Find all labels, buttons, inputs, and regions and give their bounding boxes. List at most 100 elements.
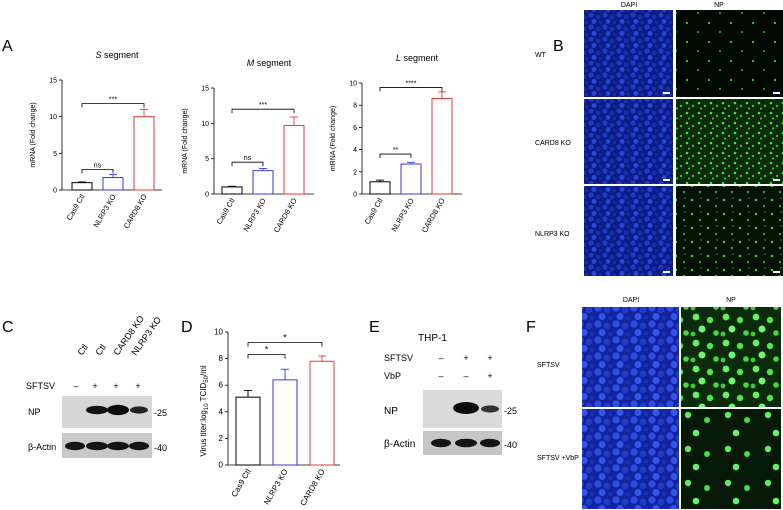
scale-bar bbox=[663, 92, 670, 94]
chart-title-italic: S bbox=[95, 50, 101, 60]
blot-band bbox=[455, 438, 477, 448]
y-tick-label: 5 bbox=[53, 151, 57, 158]
y-tick-label: 10 bbox=[49, 114, 57, 121]
panel-b-col-label-np: NP bbox=[714, 2, 724, 9]
treatment-sign: – bbox=[73, 381, 78, 391]
blot-band bbox=[431, 438, 451, 448]
significance-bracket bbox=[231, 108, 295, 114]
panel-letter-d: D bbox=[181, 319, 193, 336]
scale-bar bbox=[773, 271, 780, 273]
y-tick-label: 0 bbox=[353, 192, 357, 199]
panel-f-micrographs bbox=[582, 307, 781, 509]
y-tick-label: 15 bbox=[49, 78, 57, 85]
treatment-sign: – bbox=[438, 371, 443, 381]
chart-title: M segment bbox=[247, 58, 292, 68]
micrograph-nlrp3-np bbox=[676, 186, 783, 276]
blot-label-np: NP bbox=[28, 407, 41, 417]
x-tick-label: NLRP3 KO bbox=[91, 192, 117, 229]
panel-letter-b: B bbox=[553, 38, 564, 55]
y-axis-label: mRNA (Fold change) bbox=[182, 108, 189, 173]
blot-label-actin: β-Actin bbox=[28, 442, 56, 452]
significance-label: *** bbox=[109, 96, 117, 103]
significance-bracket bbox=[81, 103, 145, 108]
micrograph-card8-dapi bbox=[584, 99, 673, 184]
western-blot-np bbox=[423, 390, 502, 428]
y-tick-label: 10 bbox=[214, 328, 223, 337]
significance-bracket bbox=[247, 354, 286, 359]
panel-b-row-label-wt: WT bbox=[535, 52, 547, 59]
treatment-sign: + bbox=[463, 353, 468, 363]
chart-title-italic: M bbox=[247, 58, 255, 68]
significance-bracket bbox=[379, 153, 412, 159]
y-tick-label: 0 bbox=[219, 461, 224, 470]
panel-b-row-label-nlrp3: NLRP3 KO bbox=[535, 231, 570, 238]
bar-chart-2: 0 5 10 15 Cas9 Ctl NLRP3 KO CARD8 KO ns *** M seg… bbox=[182, 58, 314, 234]
marker-40kda: -40 bbox=[154, 443, 167, 453]
panel-e-title: THP-1 bbox=[418, 333, 447, 344]
x-tick-label: CARD8 KO bbox=[122, 192, 149, 230]
panel-f-col-label-np: NP bbox=[726, 297, 736, 304]
bar-chart-1: 0 5 10 15 Cas9 Ctl NLRP3 KO CARD8 KO ns *** S seg… bbox=[30, 50, 162, 230]
bar bbox=[369, 181, 391, 195]
y-tick-label: 10 bbox=[201, 121, 209, 128]
panel-letter-f: F bbox=[526, 319, 536, 336]
blot-label-actin: β-Actin bbox=[384, 439, 415, 450]
blot-band bbox=[65, 441, 85, 451]
micrograph-wt-np bbox=[676, 10, 783, 97]
y-tick-label: 8 bbox=[353, 103, 357, 110]
panel-letter-c: C bbox=[2, 319, 14, 336]
x-tick-label: CARD8 KO bbox=[420, 196, 447, 234]
micrograph-sftsv-dapi bbox=[582, 307, 679, 407]
blot-band bbox=[86, 441, 108, 451]
y-tick-label: 8 bbox=[219, 354, 224, 363]
chart-title: L segment bbox=[396, 53, 439, 63]
y-tick-label: 15 bbox=[201, 86, 209, 93]
lane-label: Ctl bbox=[75, 342, 90, 357]
significance-bracket bbox=[231, 161, 264, 167]
y-tick-label: 0 bbox=[53, 188, 57, 195]
significance-bracket bbox=[247, 342, 323, 347]
scale-bar bbox=[773, 179, 780, 181]
x-tick-label: Cas9 Ctl bbox=[230, 467, 253, 498]
bar bbox=[235, 396, 261, 466]
significance-label: * bbox=[265, 345, 269, 355]
treatment-sign: + bbox=[487, 371, 492, 381]
blot-band bbox=[86, 405, 108, 415]
micrograph-nlrp3-dapi bbox=[584, 186, 673, 276]
significance-label: ns bbox=[94, 162, 102, 169]
significance-bracket bbox=[379, 87, 443, 92]
blot-band bbox=[130, 406, 148, 414]
panel-f-col-label-dapi: DAPI bbox=[623, 297, 639, 304]
marker-25kda: -25 bbox=[154, 408, 167, 418]
chart-title-rest: segment bbox=[254, 58, 292, 68]
blot-band bbox=[480, 438, 500, 448]
scale-bar bbox=[773, 92, 780, 94]
western-blot-actin bbox=[62, 433, 152, 458]
x-tick-label: NLRP3 KO bbox=[262, 468, 290, 507]
micrograph-sftsv-vbp-np bbox=[681, 409, 781, 509]
y-tick-label: 2 bbox=[219, 434, 224, 443]
y-axis-label: mRNA (Fold change) bbox=[30, 102, 37, 167]
bar bbox=[71, 182, 93, 191]
panel-d-ylabel: Virus titer:log10 TCID50/ml bbox=[199, 365, 210, 457]
x-tick-label: CARD8 KO bbox=[298, 468, 326, 508]
blot-band bbox=[107, 404, 129, 416]
blot-band bbox=[107, 441, 129, 451]
treatment-label-sftsv: SFTSV bbox=[384, 353, 413, 363]
panel-f-row-label-sftsv: SFTSV bbox=[537, 362, 560, 369]
significance-bracket bbox=[81, 169, 114, 174]
marker-40kda: -40 bbox=[504, 440, 517, 450]
blot-band bbox=[129, 441, 149, 451]
treatment-sign: + bbox=[113, 381, 118, 391]
bar bbox=[133, 116, 155, 191]
chart-title-rest: segment bbox=[101, 50, 139, 60]
micrograph-sftsv-np bbox=[681, 307, 781, 407]
treatment-sign: – bbox=[438, 353, 443, 363]
bar bbox=[272, 379, 298, 466]
lane-label: Ctl bbox=[93, 342, 108, 357]
treatment-sign: + bbox=[135, 381, 140, 391]
treatment-sign: – bbox=[463, 371, 468, 381]
bar bbox=[400, 163, 422, 195]
